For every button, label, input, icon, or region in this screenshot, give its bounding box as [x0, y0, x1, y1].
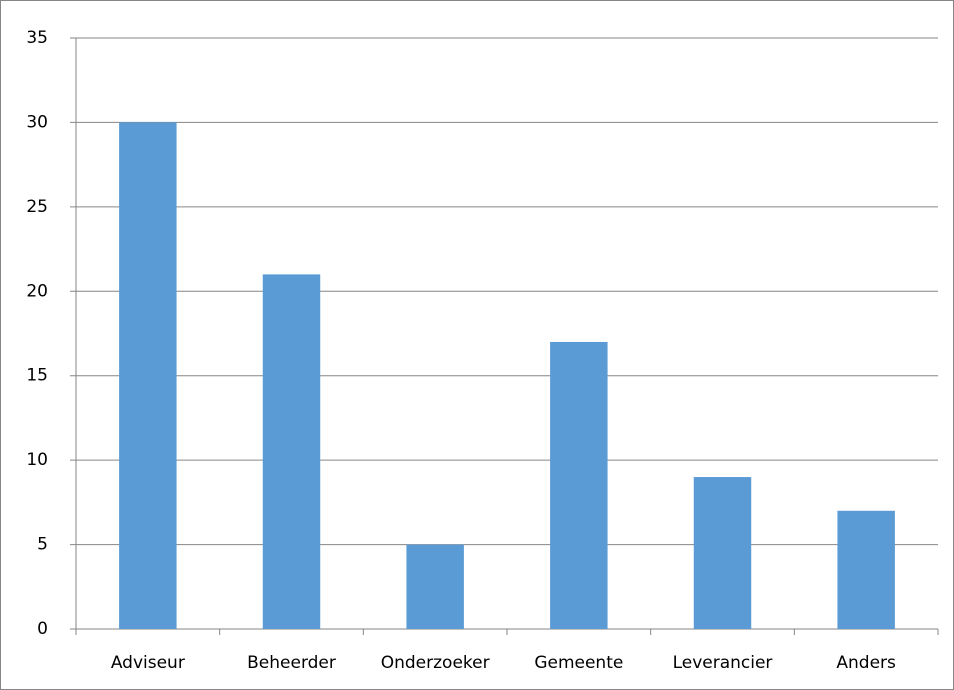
y-tick-label: 20: [26, 281, 48, 301]
y-tick-label: 25: [26, 197, 48, 217]
y-tick-label: 0: [37, 619, 48, 639]
bar: [550, 341, 608, 629]
x-tick-label: Gemeente: [534, 653, 623, 673]
y-tick-label: 35: [26, 28, 48, 48]
x-tick-label: Anders: [836, 653, 896, 673]
bar: [119, 122, 177, 629]
y-tick-label: 30: [26, 112, 48, 132]
x-tick-label: Leverancier: [673, 653, 773, 673]
bar: [693, 477, 752, 629]
bar: [262, 274, 321, 629]
x-tick-label: Onderzoeker: [381, 653, 490, 673]
y-tick-label: 5: [37, 535, 48, 555]
x-tick-label: Beheerder: [247, 653, 336, 673]
bar: [837, 510, 895, 629]
bar: [406, 544, 464, 629]
y-tick-label: 15: [26, 366, 48, 386]
x-tick-label: Adviseur: [111, 653, 185, 673]
y-tick-label: 10: [26, 450, 48, 470]
